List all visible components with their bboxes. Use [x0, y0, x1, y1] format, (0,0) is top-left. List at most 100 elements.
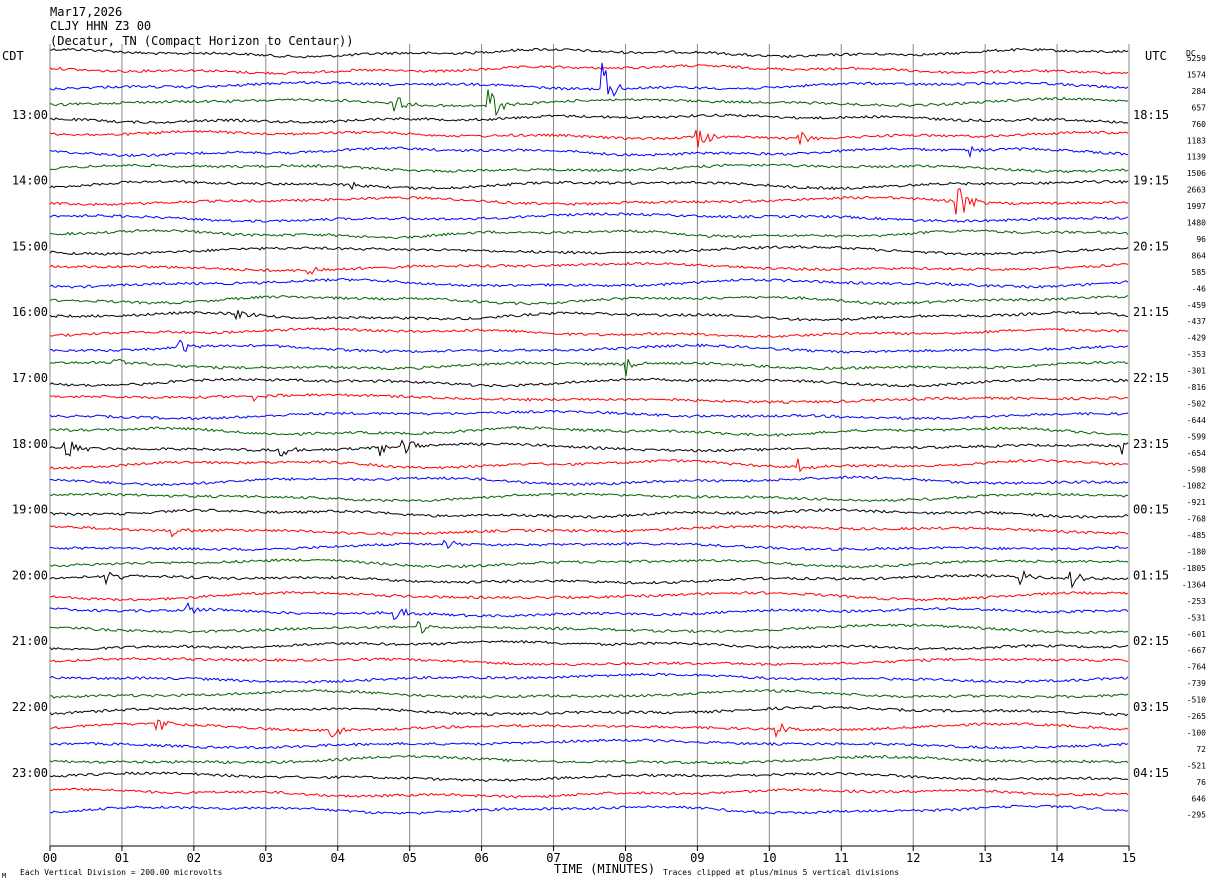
x-tick-label: 12 — [906, 851, 920, 865]
dc-offset-value: -654 — [1187, 449, 1206, 458]
dc-offset-value: -502 — [1187, 399, 1206, 408]
utc-hour-label: 02:15 — [1133, 634, 1169, 648]
trace-line-row-18 — [49, 339, 1129, 354]
trace-line-row-34 — [49, 601, 1129, 621]
x-tick-label: 01 — [115, 851, 129, 865]
trace-line-row-29 — [49, 524, 1129, 538]
local-hour-label: 22:00 — [12, 700, 48, 714]
x-tick-label: 04 — [331, 851, 345, 865]
trace-line-row-32 — [49, 569, 1129, 589]
trace-line-row-7 — [49, 163, 1129, 174]
trace-line-row-17 — [49, 327, 1129, 338]
seismic-traces — [49, 47, 1129, 815]
trace-line-row-11 — [49, 228, 1129, 240]
dc-offset-value: -521 — [1187, 761, 1206, 770]
trace-line-row-36 — [49, 639, 1129, 651]
trace-line-row-44 — [49, 771, 1129, 783]
dc-offset-value: -485 — [1187, 531, 1206, 540]
trace-line-row-41 — [50, 719, 1129, 739]
dc-offset-value: 657 — [1192, 103, 1207, 112]
trace-line-row-22 — [49, 409, 1129, 421]
dc-header-label: DC — [1186, 49, 1196, 58]
dc-offset-value: -1364 — [1182, 580, 1206, 589]
dc-offset-value: 585 — [1192, 268, 1207, 277]
clip-note: Traces clipped at plus/minus 5 vertical … — [663, 868, 899, 877]
dc-offset-value: -1805 — [1182, 564, 1206, 573]
trace-line-row-15 — [49, 294, 1129, 306]
local-hour-label: 16:00 — [12, 305, 48, 319]
dc-offset-value: 760 — [1192, 120, 1207, 129]
dc-offset-value: 72 — [1196, 745, 1206, 754]
trace-line-row-26 — [49, 475, 1129, 487]
trace-line-row-9 — [49, 187, 1128, 215]
dc-offset-value: 1480 — [1187, 219, 1206, 228]
dc-offset-value: -739 — [1187, 679, 1206, 688]
x-tick-label: 07 — [546, 851, 560, 865]
x-tick-label: 03 — [259, 851, 273, 865]
left-timezone-label: CDT — [2, 49, 24, 63]
utc-hour-label: 22:15 — [1133, 371, 1169, 385]
x-tick-label: 05 — [402, 851, 416, 865]
trace-line-row-24 — [49, 439, 1129, 457]
x-tick-label: 10 — [762, 851, 776, 865]
dc-offset-value: -253 — [1187, 597, 1206, 606]
utc-hour-label: 20:15 — [1133, 239, 1169, 253]
trace-line-row-10 — [49, 212, 1129, 223]
trace-line-row-3 — [49, 89, 1129, 117]
dc-offset-value: 76 — [1196, 778, 1206, 787]
trace-line-row-28 — [49, 508, 1129, 519]
header-date: Mar17,2026 — [50, 5, 122, 19]
trace-line-row-25 — [49, 458, 1129, 473]
dc-offset-value: 864 — [1192, 251, 1207, 260]
dc-offset-value: 1506 — [1187, 169, 1206, 178]
trace-line-row-42 — [49, 738, 1129, 750]
utc-hour-label: 01:15 — [1133, 568, 1169, 582]
trace-line-row-39 — [49, 689, 1129, 699]
trace-line-row-19 — [49, 358, 1129, 377]
dc-offset-value: 96 — [1196, 235, 1206, 244]
local-hour-label: 15:00 — [12, 239, 48, 253]
trace-line-row-43 — [49, 754, 1129, 765]
dc-offset-labels: 5259 1574 284 657 760 1183 1139 1506 2663 1997 148… — [1182, 54, 1206, 820]
x-tick-label: 08 — [618, 851, 632, 865]
local-hour-label: 19:00 — [12, 503, 48, 517]
corner-mark-icon: M — [2, 872, 6, 880]
dc-offset-value: -667 — [1187, 646, 1206, 655]
trace-line-row-38 — [49, 672, 1129, 684]
trace-line-row-16 — [49, 310, 1128, 322]
trace-line-row-45 — [49, 787, 1129, 799]
trace-line-row-33 — [49, 591, 1129, 602]
x-tick-label: 02 — [187, 851, 201, 865]
x-axis-ticks: 00 01 02 03 04 05 06 07 08 09 10 11 12 13 14 15 — [43, 846, 1136, 865]
x-tick-label: 13 — [978, 851, 992, 865]
utc-hour-label: 00:15 — [1133, 503, 1169, 517]
trace-line-row-1 — [49, 64, 1129, 75]
trace-line-row-0 — [49, 47, 1129, 59]
utc-hour-label: 21:15 — [1133, 305, 1169, 319]
trace-line-row-6 — [49, 145, 1129, 159]
trace-line-row-20 — [49, 377, 1129, 388]
dc-offset-value: 2663 — [1187, 186, 1206, 195]
dc-offset-value: -816 — [1187, 383, 1206, 392]
dc-offset-value: -100 — [1187, 728, 1206, 737]
local-hour-label: 17:00 — [12, 371, 48, 385]
dc-offset-value: -599 — [1187, 432, 1206, 441]
dc-offset-value: 1574 — [1187, 70, 1206, 79]
trace-line-row-40 — [49, 705, 1129, 717]
dc-offset-value: 5259 — [1187, 54, 1206, 63]
trace-line-row-21 — [49, 393, 1129, 404]
trace-line-row-46 — [49, 804, 1129, 815]
dc-offset-value: 1183 — [1187, 136, 1206, 145]
right-timezone-label: UTC — [1145, 49, 1167, 63]
dc-offset-value: -295 — [1187, 811, 1206, 820]
utc-hour-label: 18:15 — [1133, 108, 1169, 122]
dc-offset-value: -921 — [1187, 498, 1206, 507]
dc-offset-value: -429 — [1187, 334, 1206, 343]
dc-offset-value: -437 — [1187, 317, 1206, 326]
trace-line-row-27 — [49, 492, 1129, 503]
utc-hour-label: 19:15 — [1133, 174, 1169, 188]
trace-line-row-35 — [49, 620, 1129, 634]
dc-offset-value: -46 — [1192, 284, 1207, 293]
trace-line-row-4 — [49, 113, 1129, 125]
